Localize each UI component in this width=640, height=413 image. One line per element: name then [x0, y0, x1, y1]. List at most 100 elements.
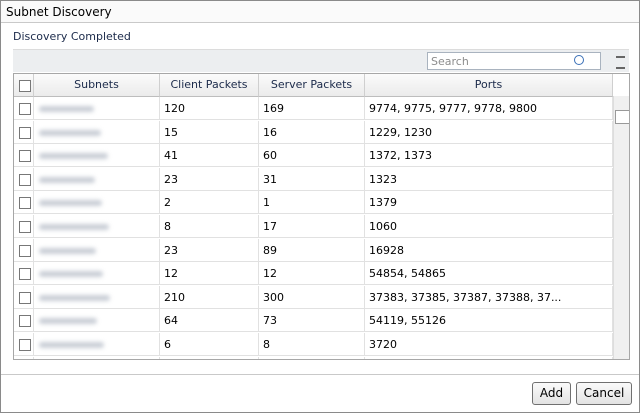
blurred-subnet	[39, 129, 101, 136]
data-cell: 37383, 37385, 37387, 37388, 37...	[365, 285, 613, 309]
data-cell: 210	[160, 285, 259, 309]
blurred-subnet	[39, 224, 109, 230]
blurred-subnet	[39, 200, 102, 207]
subnet-cell	[34, 144, 160, 168]
row-select-cell	[14, 333, 34, 356]
data-cell: 64	[160, 309, 259, 333]
data-cell: 300	[259, 285, 365, 309]
row-select-cell	[14, 215, 34, 238]
row-select-cell	[14, 144, 34, 168]
data-cell: 8	[259, 333, 365, 356]
data-cell: 8	[160, 215, 259, 238]
row-checkbox[interactable]	[19, 291, 31, 304]
data-cell: 89	[259, 238, 365, 262]
search-icon[interactable]	[574, 55, 584, 65]
data-cell: 61	[160, 356, 259, 359]
blurred-subnet	[39, 294, 110, 301]
data-cell: 1060	[365, 215, 613, 238]
subnet-cell	[34, 167, 160, 191]
blurred-subnet	[39, 106, 94, 112]
row-checkbox[interactable]	[19, 315, 31, 328]
separator	[1, 374, 639, 375]
table: Subnets Client Packets Server Packets Ports…	[13, 73, 630, 360]
column-menu[interactable]	[616, 56, 625, 69]
data-cell: 12	[160, 262, 259, 286]
row-checkbox[interactable]	[19, 103, 31, 115]
data-cell: 16	[259, 120, 365, 144]
data-cell: 37639, 37640	[365, 356, 613, 359]
row-checkbox[interactable]	[19, 339, 31, 351]
dialog-title: Subnet Discovery	[6, 5, 112, 19]
data-cell: 23	[160, 238, 259, 262]
data-cell: 3720	[365, 333, 613, 356]
subnet-cell	[34, 309, 160, 333]
row-checkbox[interactable]	[19, 173, 31, 186]
row-select-cell	[14, 167, 34, 191]
title-bar: Subnet Discovery	[1, 1, 639, 23]
data-cell: 15	[160, 120, 259, 144]
blurred-subnet	[39, 153, 108, 160]
data-cell: 16928	[365, 238, 613, 262]
search-box[interactable]: Search	[427, 52, 601, 70]
data-cell: 17	[259, 215, 365, 238]
data-cell: 2	[160, 191, 259, 215]
scroll-thumb[interactable]	[615, 110, 629, 124]
data-cell: 31	[259, 167, 365, 191]
data-cell: 73	[259, 309, 365, 333]
data-cell: 41	[160, 144, 259, 168]
data-cell: 54119, 55126	[365, 309, 613, 333]
data-cell: 120	[160, 97, 259, 120]
cancel-button[interactable]: Cancel	[576, 382, 632, 405]
row-select-cell	[14, 120, 34, 144]
row-select-cell	[14, 97, 34, 120]
subnet-cell	[34, 191, 160, 215]
subnet-cell	[34, 120, 160, 144]
subnet-cell	[34, 262, 160, 286]
blurred-subnet	[39, 271, 103, 278]
add-button[interactable]: Add	[532, 382, 571, 405]
data-cell: 1	[259, 191, 365, 215]
data-cell: 9774, 9775, 9777, 9778, 9800	[365, 97, 613, 120]
data-cell: 1379	[365, 191, 613, 215]
status-text: Discovery Completed	[13, 30, 131, 43]
column-header: Subnets	[34, 74, 160, 97]
toolbar: Search	[13, 49, 629, 72]
row-checkbox[interactable]	[19, 244, 31, 257]
row-select-cell	[14, 262, 34, 286]
subnet-cell	[34, 97, 160, 120]
column-header: Ports	[365, 74, 613, 97]
row-checkbox[interactable]	[19, 126, 31, 139]
data-cell: 54854, 54865	[365, 262, 613, 286]
data-cell: 91	[259, 356, 365, 359]
row-checkbox[interactable]	[19, 221, 31, 233]
subnet-cell	[34, 215, 160, 238]
row-select-cell	[14, 356, 34, 359]
data-cell: 1323	[365, 167, 613, 191]
scrollbar[interactable]	[613, 96, 629, 359]
subnet-cell	[34, 285, 160, 309]
search-placeholder: Search	[431, 55, 469, 68]
blurred-subnet	[39, 342, 104, 348]
row-select-cell	[14, 238, 34, 262]
row-checkbox[interactable]	[19, 268, 31, 281]
select-all-checkbox[interactable]	[19, 80, 31, 92]
column-header: Server Packets	[259, 74, 365, 97]
row-checkbox[interactable]	[19, 150, 31, 163]
blurred-subnet	[39, 176, 95, 183]
blurred-subnet	[39, 318, 97, 325]
row-select-cell	[14, 191, 34, 215]
data-cell: 60	[259, 144, 365, 168]
row-select-cell	[14, 309, 34, 333]
data-cell: 169	[259, 97, 365, 120]
subnet-cell	[34, 238, 160, 262]
data-cell: 12	[259, 262, 365, 286]
subnet-cell	[34, 333, 160, 356]
data-cell: 1229, 1230	[365, 120, 613, 144]
blurred-subnet	[39, 247, 96, 254]
data-cell: 23	[160, 167, 259, 191]
data-cell: 1372, 1373	[365, 144, 613, 168]
row-checkbox[interactable]	[19, 197, 31, 210]
data-cell: 6	[160, 333, 259, 356]
column-header: Client Packets	[160, 74, 259, 97]
